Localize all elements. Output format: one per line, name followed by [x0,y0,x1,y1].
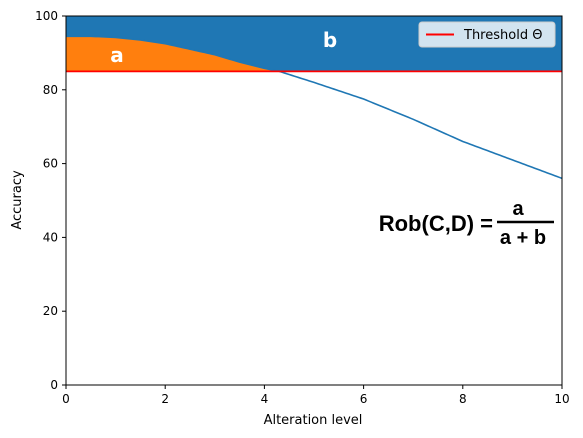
y-tick-label: 80 [43,83,58,97]
formula-numerator: a [512,198,524,220]
formula-lhs: Rob(C,D) = [379,211,493,236]
legend-threshold-label: Threshold Θ [463,28,542,43]
x-tick-label: 4 [261,392,269,406]
y-tick-label: 40 [43,230,58,244]
region-a-label: a [110,43,124,67]
x-tick-label: 6 [360,392,368,406]
x-tick-label: 8 [459,392,467,406]
region-b-label: b [323,28,337,52]
x-tick-label: 0 [62,392,70,406]
y-tick-label: 20 [43,304,58,318]
y-axis-label: Accuracy [10,170,25,230]
x-tick-label: 2 [161,392,169,406]
region-a [66,36,562,72]
y-tick-label: 100 [35,9,58,23]
y-tick-label: 60 [43,157,58,171]
formula: Rob(C,D) = a a + b [379,198,554,249]
legend: Threshold Θ [418,21,556,48]
accuracy-curve [66,35,563,180]
x-tick-label: 10 [554,392,569,406]
y-tick-label: 0 [50,378,58,392]
legend-box [418,21,556,48]
axes-frame [65,15,563,386]
x-axis-label: Alteration level [264,413,363,428]
formula-denominator: a + b [500,227,546,249]
